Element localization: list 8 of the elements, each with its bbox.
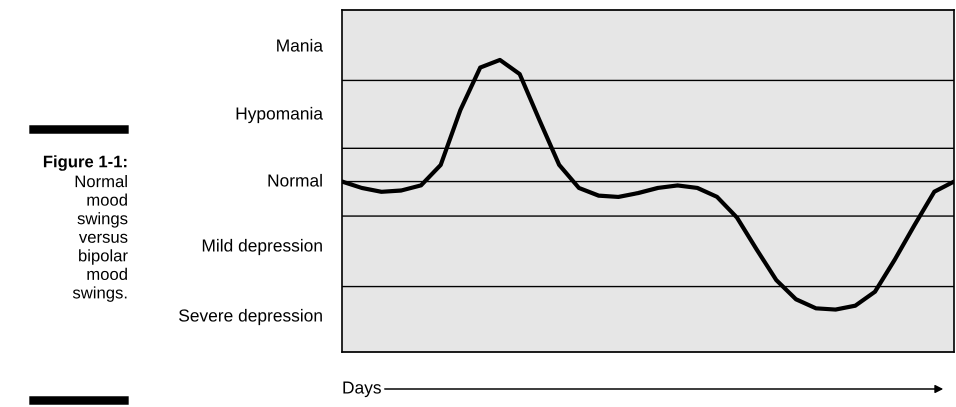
text: Severe depression	[179, 308, 322, 326]
text: Mania	[277, 38, 323, 52]
text: Normal mood swings versus bipolar mood swings.	[72, 175, 128, 302]
text: Normal	[268, 174, 322, 187]
text: Mild depression	[202, 238, 322, 256]
text: Hypomania	[236, 106, 324, 124]
x-axis-title: Days	[343, 382, 381, 398]
text: Figure 1-1:	[44, 155, 126, 171]
